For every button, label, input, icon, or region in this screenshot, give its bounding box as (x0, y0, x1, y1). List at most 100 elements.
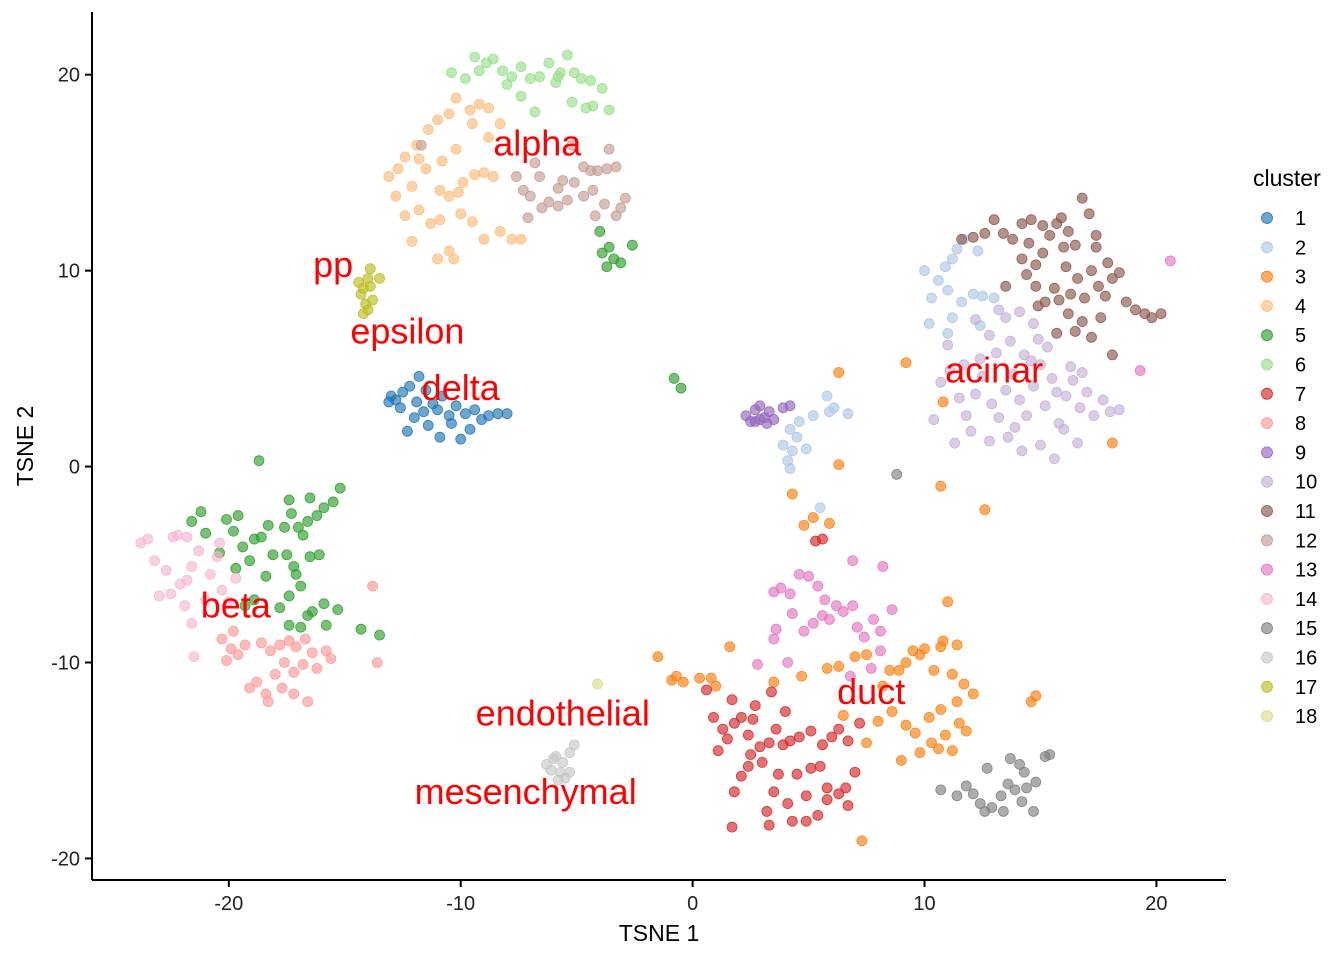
point-cluster-5 (327, 496, 339, 508)
point-cluster-3 (710, 680, 722, 692)
point-cluster-3 (786, 488, 798, 500)
point-cluster-4 (464, 104, 476, 116)
point-cluster-12 (561, 194, 573, 206)
point-cluster-8 (290, 641, 302, 653)
point-cluster-5 (230, 563, 242, 574)
point-cluster-10 (1060, 390, 1072, 402)
point-cluster-15 (1014, 758, 1026, 770)
point-cluster-3 (824, 517, 835, 529)
point-cluster-10 (977, 371, 988, 382)
legend-label-9: 9 (1295, 442, 1306, 464)
point-cluster-11 (1079, 292, 1090, 304)
point-cluster-10 (958, 359, 970, 371)
point-cluster-11 (1106, 273, 1118, 284)
point-cluster-10 (953, 392, 965, 404)
point-cluster-12 (601, 163, 613, 175)
point-cluster-8 (228, 625, 239, 637)
legend-label-3: 3 (1295, 267, 1306, 289)
point-cluster-5 (304, 492, 316, 504)
point-cluster-3 (946, 745, 958, 757)
point-cluster-5 (260, 570, 272, 582)
point-cluster-11 (1120, 296, 1132, 308)
point-cluster-3 (893, 664, 905, 676)
point-cluster-15 (1004, 753, 1016, 764)
x-tick-label: -20 (214, 893, 243, 915)
point-cluster-5 (281, 549, 293, 561)
point-cluster-3 (652, 651, 664, 663)
point-cluster-10 (1097, 394, 1109, 406)
point-cluster-7 (761, 806, 773, 817)
point-cluster-5 (302, 516, 314, 527)
point-cluster-5 (297, 529, 309, 541)
legend-label-16: 16 (1295, 648, 1317, 670)
point-cluster-7 (745, 749, 757, 761)
point-cluster-8 (325, 653, 337, 664)
point-cluster-14 (230, 572, 242, 584)
point-cluster-5 (262, 519, 274, 531)
point-cluster-1 (464, 423, 476, 435)
point-cluster-1 (413, 371, 425, 382)
legend-key-10 (1261, 475, 1273, 488)
point-cluster-13 (786, 608, 798, 619)
point-cluster-5 (332, 604, 344, 616)
point-cluster-2 (946, 312, 958, 324)
point-cluster-10 (1035, 359, 1046, 371)
point-cluster-17 (364, 280, 376, 292)
point-cluster-13 (875, 645, 886, 657)
point-cluster-9 (749, 416, 761, 427)
point-cluster-13 (847, 600, 859, 612)
point-cluster-1 (501, 408, 513, 420)
point-cluster-6 (596, 83, 608, 94)
point-cluster-3 (979, 504, 991, 516)
point-cluster-3 (951, 639, 963, 651)
point-cluster-6 (561, 49, 573, 61)
point-cluster-10 (1014, 394, 1026, 406)
point-cluster-13 (817, 610, 828, 621)
point-cluster-7 (800, 790, 812, 802)
point-cluster-4 (466, 216, 478, 228)
point-cluster-5 (313, 549, 325, 561)
legend-label-1: 1 (1295, 208, 1306, 230)
point-cluster-14 (179, 600, 191, 612)
point-cluster-4 (455, 208, 467, 220)
point-cluster-10 (1016, 445, 1028, 457)
point-cluster-13 (865, 662, 877, 674)
point-cluster-7 (708, 711, 719, 723)
point-cluster-7 (840, 782, 852, 794)
point-cluster-6 (469, 51, 481, 63)
point-cluster-10 (1002, 431, 1014, 443)
point-cluster-4 (436, 155, 448, 167)
point-cluster-6 (555, 67, 566, 79)
point-cluster-4 (399, 210, 411, 222)
point-cluster-4 (432, 114, 443, 126)
point-cluster-3 (856, 835, 868, 847)
point-cluster-14 (216, 584, 228, 596)
point-cluster-14 (186, 561, 198, 572)
y-tick-label: -20 (51, 848, 80, 870)
point-cluster-7 (805, 762, 817, 774)
point-cluster-10 (1028, 380, 1039, 392)
point-cluster-13 (851, 621, 863, 633)
point-cluster-1 (483, 410, 494, 422)
point-cluster-7 (768, 786, 780, 798)
point-cluster-11 (1155, 308, 1167, 320)
point-cluster-17 (374, 273, 385, 284)
x-axis-label: TSNE 1 (619, 920, 700, 946)
point-cluster-14 (186, 617, 198, 629)
point-cluster-3 (768, 676, 780, 688)
point-cluster-17 (362, 304, 374, 316)
point-cluster-8 (269, 668, 281, 680)
point-cluster-7 (728, 786, 740, 798)
y-tick-label: -10 (51, 653, 80, 675)
point-cluster-5 (306, 606, 318, 617)
point-cluster-10 (991, 347, 1002, 359)
point-cluster-6 (534, 71, 545, 83)
point-cluster-8 (288, 688, 300, 700)
point-cluster-11 (1065, 288, 1077, 300)
point-cluster-7 (833, 723, 845, 735)
legend-label-14: 14 (1295, 589, 1317, 611)
point-cluster-5 (355, 623, 367, 635)
point-cluster-10 (993, 304, 1005, 316)
point-cluster-13 (752, 659, 763, 670)
